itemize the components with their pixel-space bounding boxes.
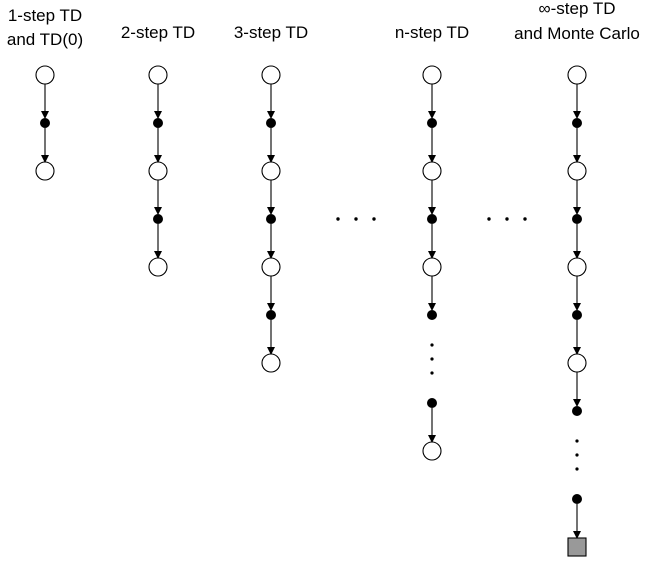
state-node xyxy=(261,65,281,85)
state-node xyxy=(422,65,442,85)
vertical-ellipsis xyxy=(430,343,434,375)
state-node xyxy=(422,441,442,461)
column-label-3-step-line-1: 3-step TD xyxy=(234,23,308,42)
state-node xyxy=(35,65,55,85)
column-label-inf-step-line-1: ∞-step TD xyxy=(539,0,616,18)
column-label-n-step-line-1: n-step TD xyxy=(395,23,469,42)
state-node xyxy=(261,161,281,181)
nodes xyxy=(35,65,587,557)
column-label-1-step-line-2: and TD(0) xyxy=(7,30,83,49)
state-node xyxy=(148,161,168,181)
horizontal-ellipsis xyxy=(336,217,376,221)
action-node xyxy=(153,214,163,224)
action-node xyxy=(153,118,163,128)
action-node xyxy=(427,398,437,408)
action-node xyxy=(572,214,582,224)
state-node xyxy=(148,257,168,277)
edges xyxy=(41,84,581,539)
state-node xyxy=(422,257,442,277)
column-label-1-step-line-1: 1-step TD xyxy=(8,6,82,25)
state-node xyxy=(35,161,55,181)
state-node xyxy=(261,353,281,373)
vertical-ellipsis xyxy=(575,439,579,471)
action-node xyxy=(266,310,276,320)
action-node xyxy=(427,214,437,224)
ellipses xyxy=(336,217,527,221)
state-node xyxy=(567,257,587,277)
state-node xyxy=(261,257,281,277)
column-label-inf-step-line-2: and Monte Carlo xyxy=(514,24,640,43)
state-node xyxy=(422,161,442,181)
horizontal-ellipsis xyxy=(487,217,527,221)
action-node xyxy=(572,406,582,416)
action-node xyxy=(266,118,276,128)
action-node xyxy=(266,214,276,224)
state-node xyxy=(148,65,168,85)
state-node xyxy=(567,353,587,373)
action-node xyxy=(572,310,582,320)
action-node xyxy=(427,118,437,128)
action-node xyxy=(427,310,437,320)
terminal-state xyxy=(567,537,587,557)
action-node xyxy=(572,118,582,128)
state-node xyxy=(567,161,587,181)
action-node xyxy=(40,118,50,128)
column-label-2-step-line-1: 2-step TD xyxy=(121,23,195,42)
column-labels: 1-step TD and TD(0) 2-step TD 3-step TD n-st… xyxy=(7,0,640,49)
state-node xyxy=(567,65,587,85)
action-node xyxy=(572,494,582,504)
